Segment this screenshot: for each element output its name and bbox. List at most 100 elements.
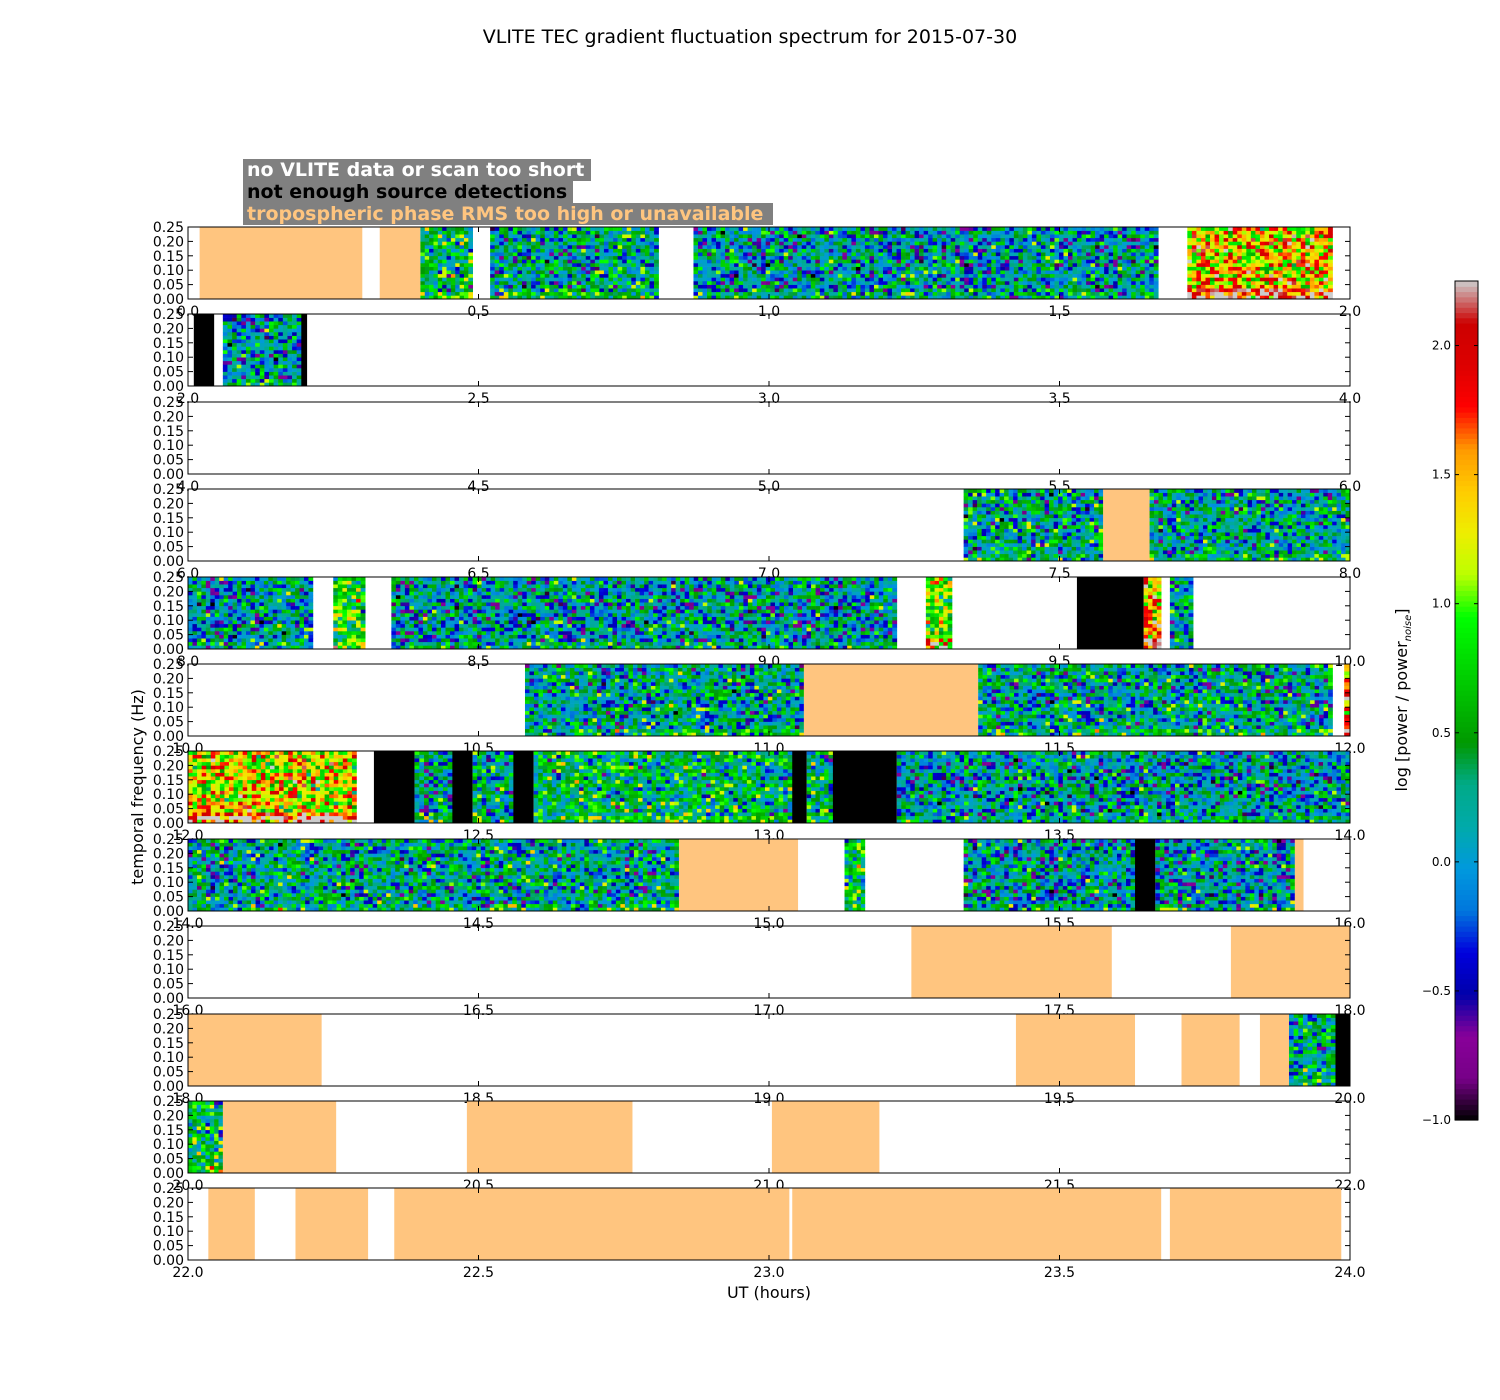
spectrum-cell <box>245 353 251 358</box>
spectrum-cell <box>1122 248 1127 253</box>
spectrum-cell <box>649 248 655 253</box>
spectrum-cell <box>1040 535 1045 540</box>
spectrum-cell <box>1126 227 1132 231</box>
spectrum-cell <box>1309 255 1315 260</box>
spectrum-cell <box>1126 288 1132 293</box>
spectrum-cell <box>424 281 430 285</box>
spectrum-cell <box>896 241 902 246</box>
spectrum-cell <box>941 270 947 275</box>
spectrum-cell <box>603 230 609 235</box>
spectrum-cell <box>245 375 251 380</box>
spectrum-cell <box>968 245 974 249</box>
spectrum-cell <box>1131 241 1136 246</box>
spectrum-cell <box>743 234 748 239</box>
spectrum-cell <box>1291 295 1297 300</box>
spectrum-cell <box>1189 546 1195 551</box>
spectrum-cell <box>433 266 439 271</box>
spectrum-cell <box>1113 288 1118 293</box>
spectrum-cell <box>1228 273 1234 278</box>
x-tick-label: 4.5 <box>467 479 489 495</box>
spectrum-cell <box>1045 288 1051 293</box>
spectrum-cell <box>622 259 628 264</box>
spectrum-cell <box>1026 539 1032 544</box>
spectrum-cell <box>512 288 518 293</box>
spectrum-cell <box>972 521 978 526</box>
spectrum-cell <box>1026 496 1032 501</box>
spectrum-cell <box>455 281 460 285</box>
spectrum-cell <box>810 277 816 282</box>
spectrum-cell <box>1158 514 1164 519</box>
spectrum-cell <box>429 248 434 253</box>
spectrum-cell <box>1031 550 1036 555</box>
spectrum-cell <box>455 252 460 257</box>
spectrum-cell <box>1094 514 1099 519</box>
spectrum-cell <box>1004 546 1009 551</box>
spectrum-cell <box>986 259 992 264</box>
spectrum-cell <box>450 241 456 246</box>
spectrum-cell <box>654 270 659 275</box>
spectrum-cell <box>1198 543 1204 547</box>
spectrum-cell <box>1305 291 1311 296</box>
spectrum-cell <box>241 324 247 329</box>
spectrum-cell <box>1040 255 1046 260</box>
spectrum-cell <box>503 245 509 249</box>
spectrum-cell <box>697 230 703 235</box>
spectrum-cell <box>977 553 982 558</box>
spectrum-cell <box>1018 259 1024 264</box>
spectrum-cell <box>1237 252 1243 257</box>
spectrum-cell <box>707 284 712 289</box>
spectrum-cell <box>999 499 1005 504</box>
spectrum-cell <box>707 266 712 271</box>
spectrum-cell <box>693 277 699 282</box>
spectrum-cell <box>585 277 591 282</box>
spectrum-cell <box>446 227 452 231</box>
spectrum-cell <box>535 255 541 260</box>
spectrum-cell <box>1036 245 1042 249</box>
spectrum-cell <box>1144 248 1150 253</box>
spectrum-cell <box>1095 252 1100 257</box>
spectrum-cell <box>986 270 992 275</box>
spectrum-cell <box>828 252 834 257</box>
spectrum-cell <box>1194 499 1199 504</box>
spectrum-cell <box>549 252 555 257</box>
spectrum-cell <box>512 248 518 253</box>
spectrum-cell <box>1013 507 1018 511</box>
spectrum-cell <box>1318 252 1324 257</box>
spectrum-cell <box>1246 273 1252 278</box>
spectrum-cell <box>1062 489 1068 493</box>
spectrum-cell <box>264 314 270 318</box>
spectrum-cell <box>1040 263 1046 267</box>
x-tick-label: 0.5 <box>467 304 489 320</box>
spectrum-cell <box>1158 546 1164 551</box>
spectrum-cell <box>905 281 911 285</box>
spectrum-cell <box>959 295 965 300</box>
spectrum-cell <box>1022 539 1027 544</box>
spectrum-cell <box>259 378 265 383</box>
spectrum-cell <box>1273 273 1279 278</box>
spectrum-cell <box>1031 270 1037 275</box>
spectrum-cell <box>553 266 559 271</box>
spectrum-cell <box>232 378 237 383</box>
spectrum-cell <box>590 270 596 275</box>
spectrum-cell <box>697 281 703 285</box>
spectrum-cell <box>517 252 523 257</box>
spectrum-cell <box>1036 291 1042 296</box>
spectrum-cell <box>644 291 650 296</box>
spectrum-segment <box>693 227 1159 300</box>
spectrum-cell <box>1108 252 1114 257</box>
spectrum-cell <box>1191 295 1197 300</box>
spectrum-cell <box>622 245 628 249</box>
spectrum-cell <box>1135 270 1141 275</box>
spectrum-cell <box>433 255 439 260</box>
spectrum-cell <box>1200 281 1206 285</box>
spectrum-cell <box>1140 295 1146 300</box>
spectrum-cell <box>1008 550 1014 555</box>
spectrum-cell <box>1122 237 1127 242</box>
spectrum-cell <box>567 245 573 249</box>
spectrum-cell <box>1278 288 1283 293</box>
spectrum-cell <box>1296 241 1302 246</box>
spectrum-cell <box>1017 543 1023 547</box>
spectrum-cell <box>1104 245 1109 249</box>
spectrum-cell <box>594 248 600 253</box>
spectrum-cell <box>1077 227 1082 231</box>
